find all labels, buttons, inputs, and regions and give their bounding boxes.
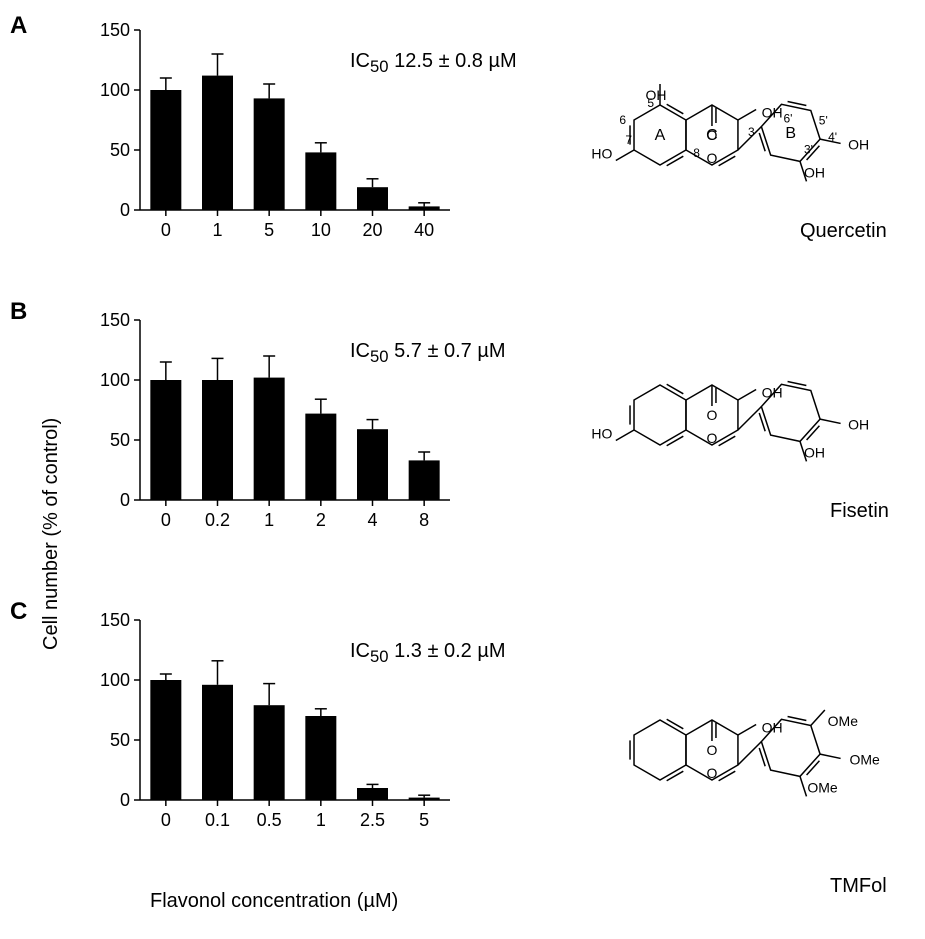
ic50-prefix: IC	[350, 340, 370, 362]
panel-label-B: B	[10, 298, 27, 326]
compound-name-C: TMFol	[830, 875, 887, 898]
svg-text:50: 50	[110, 140, 130, 160]
structure-B: OO OH HO OH OH	[590, 305, 910, 525]
svg-text:4: 4	[367, 510, 377, 530]
ic50-sub: 50	[370, 57, 389, 76]
svg-text:1: 1	[316, 810, 326, 830]
svg-text:OMe: OMe	[828, 713, 859, 729]
svg-text:2: 2	[316, 510, 326, 530]
svg-text:O: O	[707, 407, 718, 423]
svg-text:5: 5	[264, 220, 274, 240]
svg-text:B: B	[785, 125, 796, 142]
svg-text:OH: OH	[762, 105, 783, 121]
svg-text:10: 10	[311, 220, 331, 240]
structure-A: OOOHOHHOOHOHACB567833'4'5'6'	[590, 25, 910, 235]
svg-text:8: 8	[419, 510, 429, 530]
svg-text:100: 100	[100, 370, 130, 390]
svg-text:O: O	[707, 430, 718, 446]
svg-text:0.5: 0.5	[257, 810, 282, 830]
svg-text:OH: OH	[848, 416, 869, 432]
svg-text:40: 40	[414, 220, 434, 240]
svg-text:50: 50	[110, 430, 130, 450]
svg-text:6: 6	[619, 113, 626, 127]
svg-text:0: 0	[161, 220, 171, 240]
compound-name-B: Fisetin	[830, 500, 889, 523]
svg-text:0: 0	[120, 490, 130, 510]
svg-text:150: 150	[100, 310, 130, 330]
svg-text:O: O	[707, 150, 718, 166]
x-axis-label: Flavonol concentration (µM)	[150, 890, 398, 913]
svg-text:100: 100	[100, 80, 130, 100]
panel-label-A: A	[10, 12, 27, 40]
svg-text:2.5: 2.5	[360, 810, 385, 830]
svg-text:8: 8	[693, 146, 700, 160]
svg-text:0: 0	[161, 810, 171, 830]
ic50-A: IC50 12.5 ± 0.8 µM	[350, 50, 517, 77]
structure-C: OO OH OMe OMe OMe	[590, 620, 910, 880]
compound-name-A: Quercetin	[800, 220, 887, 243]
svg-text:HO: HO	[591, 426, 612, 442]
ic50-prefix: IC	[350, 640, 370, 662]
svg-text:100: 100	[100, 670, 130, 690]
svg-text:HO: HO	[591, 146, 612, 162]
ic50-value: 5.7 ± 0.7 µM	[389, 340, 506, 362]
svg-text:3': 3'	[804, 142, 813, 156]
ic50-B: IC50 5.7 ± 0.7 µM	[350, 340, 506, 367]
ic50-value: 1.3 ± 0.2 µM	[389, 640, 506, 662]
svg-text:5': 5'	[819, 114, 828, 128]
svg-text:OH: OH	[848, 136, 869, 152]
svg-text:1: 1	[264, 510, 274, 530]
svg-text:7: 7	[625, 133, 632, 147]
ic50-C: IC50 1.3 ± 0.2 µM	[350, 640, 506, 667]
svg-text:0: 0	[161, 510, 171, 530]
svg-text:150: 150	[100, 610, 130, 630]
svg-text:1: 1	[212, 220, 222, 240]
svg-text:OMe: OMe	[849, 751, 880, 767]
svg-text:0: 0	[120, 200, 130, 220]
ic50-sub: 50	[370, 647, 389, 666]
svg-text:C: C	[706, 127, 718, 144]
svg-text:OH: OH	[762, 385, 783, 401]
svg-text:20: 20	[362, 220, 382, 240]
svg-text:5: 5	[419, 810, 429, 830]
y-axis-label: Cell number (% of control)	[40, 418, 63, 650]
ic50-prefix: IC	[350, 50, 370, 72]
svg-text:OH: OH	[804, 164, 825, 180]
svg-text:6': 6'	[783, 111, 792, 125]
svg-text:OH: OH	[804, 444, 825, 460]
svg-text:A: A	[655, 127, 666, 144]
figure: A050100150015102040OOOHOHHOOHOHACB567833…	[0, 0, 925, 939]
svg-text:50: 50	[110, 730, 130, 750]
panel-label-C: C	[10, 598, 27, 626]
svg-text:4': 4'	[828, 130, 837, 144]
svg-text:O: O	[707, 765, 718, 781]
svg-text:0: 0	[120, 790, 130, 810]
svg-text:OH: OH	[762, 720, 783, 736]
ic50-value: 12.5 ± 0.8 µM	[389, 50, 517, 72]
svg-text:0.2: 0.2	[205, 510, 230, 530]
svg-text:O: O	[707, 742, 718, 758]
svg-text:150: 150	[100, 20, 130, 40]
svg-text:3: 3	[748, 125, 755, 139]
svg-text:0.1: 0.1	[205, 810, 230, 830]
ic50-sub: 50	[370, 347, 389, 366]
svg-text:5: 5	[647, 96, 654, 110]
svg-text:OMe: OMe	[807, 779, 838, 795]
